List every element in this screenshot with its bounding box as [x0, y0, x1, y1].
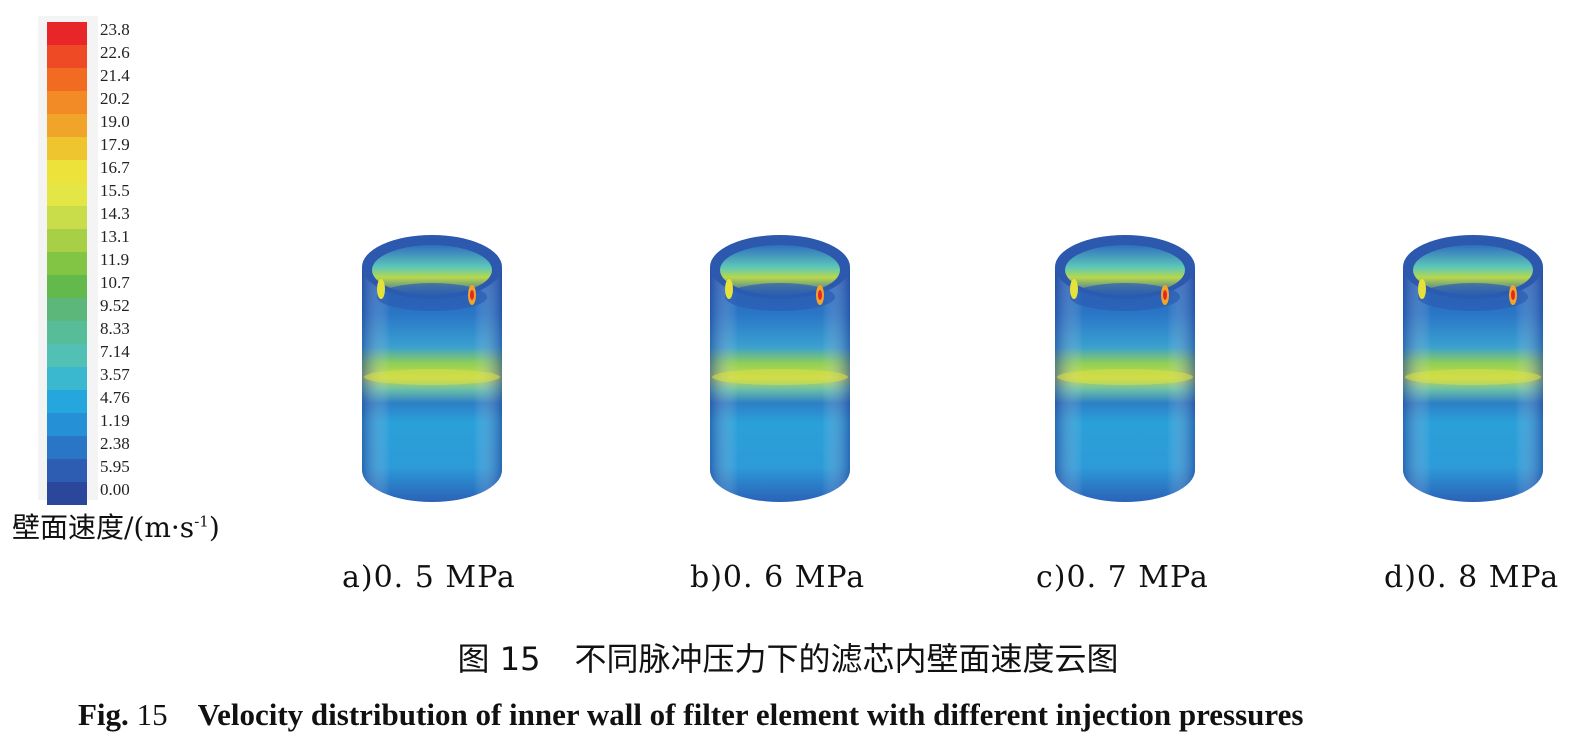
colorbar-swatch [47, 413, 87, 436]
colorbar-swatch [47, 160, 87, 183]
colorbar-tick-label: 20.2 [100, 89, 130, 108]
panel-d-label: d)0. 8 MPa [1384, 560, 1560, 595]
panel-b-cylinder [705, 225, 855, 510]
colorbar-tick-label: 1.19 [100, 411, 130, 430]
colorbar-tick-labels: 23.8 22.6 21.4 20.2 19.0 17.9 16.7 15.5 14.3 13.1… [100, 18, 130, 501]
colorbar-unit-label: 壁面速度/(m·s-1) [12, 511, 220, 544]
colorbar-swatch [47, 321, 87, 344]
colorbar-swatch [47, 390, 87, 413]
colorbar-tick-label: 19.0 [100, 112, 130, 131]
colorbar-swatch [47, 137, 87, 160]
colorbar-tick-label: 21.4 [100, 66, 130, 85]
colorbar-tick-label: 23.8 [100, 20, 130, 39]
colorbar-swatch [47, 91, 87, 114]
caption-english-text: Velocity distribution of inner wall of f… [197, 697, 1304, 732]
colorbar-swatches [47, 22, 87, 505]
colorbar-swatch [47, 45, 87, 68]
colorbar-swatch [47, 229, 87, 252]
colorbar-swatch [47, 344, 87, 367]
panel-b-label: b)0. 6 MPa [690, 560, 866, 595]
colorbar-swatch [47, 252, 87, 275]
colorbar-swatch [47, 482, 87, 505]
panel-a-cylinder [357, 225, 507, 510]
colorbar-swatch [47, 436, 87, 459]
colorbar-tick-label: 8.33 [100, 319, 130, 338]
caption-chinese-number: 图 15 [457, 640, 541, 678]
colorbar-swatch [47, 68, 87, 91]
colorbar-tick-label: 3.57 [100, 365, 130, 384]
colorbar-tick-label: 2.38 [100, 434, 130, 453]
colorbar-tick-label: 9.52 [100, 296, 130, 315]
colorbar-swatch [47, 206, 87, 229]
colorbar-tick-label: 4.76 [100, 388, 130, 407]
panel-c-label: c)0. 7 MPa [1036, 560, 1209, 595]
panel-a-label: a)0. 5 MPa [342, 560, 516, 595]
caption-english: Fig. 15 Velocity distribution of inner wa… [78, 697, 1303, 733]
colorbar-swatch [47, 183, 87, 206]
panel-d-cylinder [1398, 225, 1548, 510]
colorbar-tick-label: 22.6 [100, 43, 130, 62]
colorbar-tick-label: 11.9 [100, 250, 130, 269]
colorbar-tick-label: 10.7 [100, 273, 130, 292]
colorbar-tick-label: 15.5 [100, 181, 130, 200]
caption-english-prefix: Fig. [78, 697, 129, 732]
caption-chinese: 图 15 不同脉冲压力下的滤芯内壁面速度云图 [0, 634, 1576, 680]
panel-c-cylinder [1050, 225, 1200, 510]
colorbar-tick-label: 13.1 [100, 227, 130, 246]
colorbar-swatch [47, 298, 87, 321]
colorbar-tick-label: 5.95 [100, 457, 130, 476]
colorbar-swatch [47, 22, 87, 45]
colorbar-tick-label: 14.3 [100, 204, 130, 223]
caption-english-number: 15 [136, 697, 168, 732]
colorbar-tick-label: 16.7 [100, 158, 130, 177]
caption-chinese-text: 不同脉冲压力下的滤芯内壁面速度云图 [574, 640, 1119, 678]
colorbar-swatch [47, 275, 87, 298]
colorbar-swatch [47, 459, 87, 482]
colorbar-swatch [47, 114, 87, 137]
colorbar-tick-label: 7.14 [100, 342, 130, 361]
colorbar-swatch [47, 367, 87, 390]
colorbar-tick-label: 0.00 [100, 480, 130, 499]
colorbar-tick-label: 17.9 [100, 135, 130, 154]
